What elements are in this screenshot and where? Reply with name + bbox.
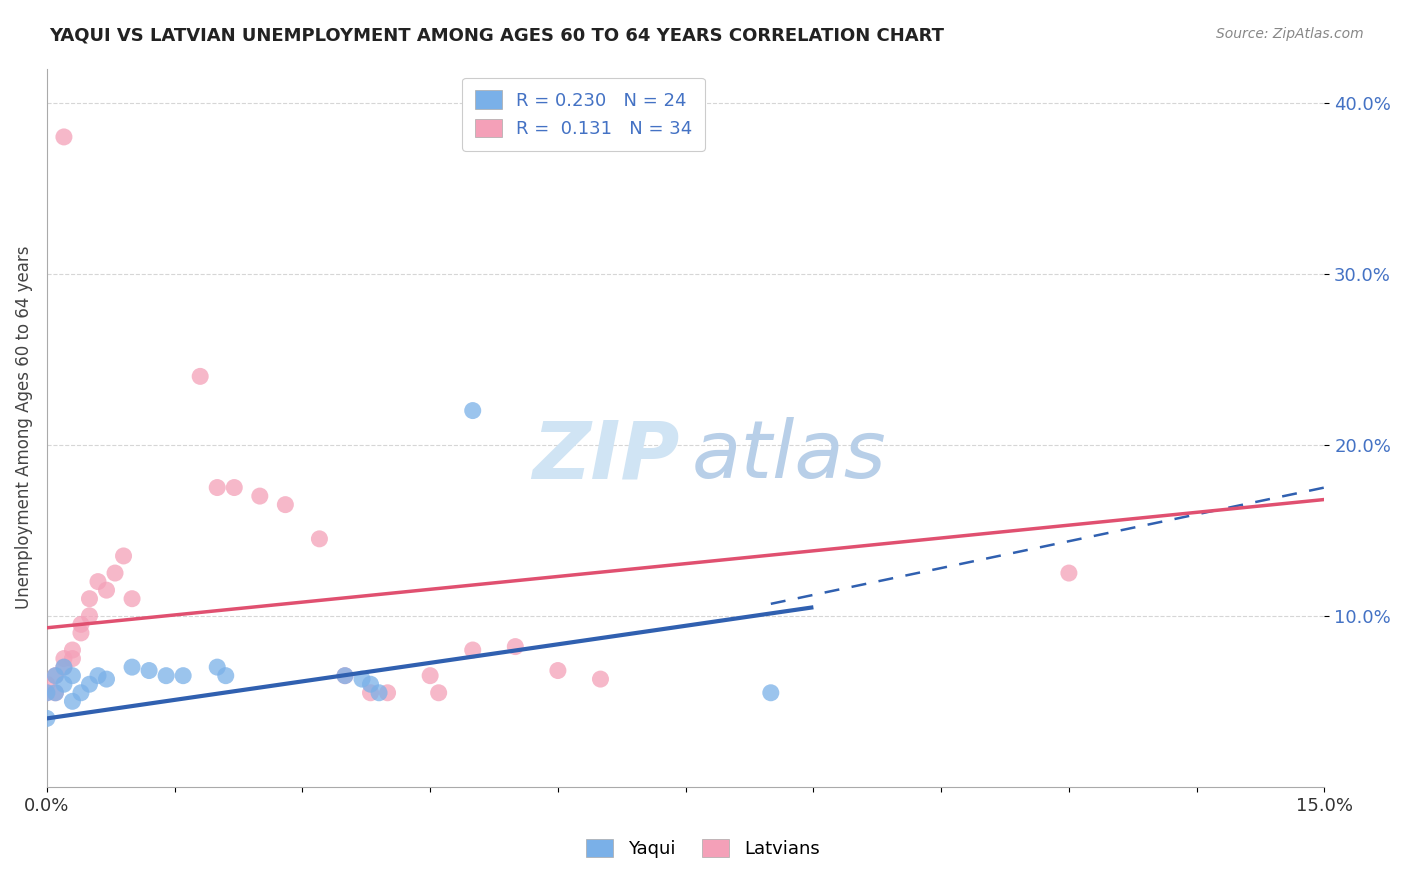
Point — [138, 664, 160, 678]
Point — [79, 608, 101, 623]
Point — [333, 668, 356, 682]
Point — [308, 532, 330, 546]
Point — [70, 617, 93, 632]
Point — [44, 668, 66, 682]
Point — [274, 498, 297, 512]
Point — [52, 660, 75, 674]
Point — [96, 672, 118, 686]
Point — [96, 583, 118, 598]
Point — [70, 626, 93, 640]
Point — [368, 686, 391, 700]
Point — [104, 566, 127, 580]
Point — [121, 591, 143, 606]
Point — [52, 651, 75, 665]
Point — [79, 591, 101, 606]
Point — [249, 489, 271, 503]
Point — [52, 677, 75, 691]
Point — [215, 668, 238, 682]
Point — [589, 672, 612, 686]
Point — [1057, 566, 1080, 580]
Legend: R = 0.230   N = 24, R =  0.131   N = 34: R = 0.230 N = 24, R = 0.131 N = 34 — [463, 78, 704, 151]
Point — [121, 660, 143, 674]
Point — [35, 677, 58, 691]
Point — [547, 664, 569, 678]
Point — [333, 668, 356, 682]
Point — [224, 481, 246, 495]
Point — [87, 574, 110, 589]
Point — [35, 686, 58, 700]
Point — [35, 686, 58, 700]
Text: ZIP: ZIP — [531, 417, 679, 495]
Text: YAQUI VS LATVIAN UNEMPLOYMENT AMONG AGES 60 TO 64 YEARS CORRELATION CHART: YAQUI VS LATVIAN UNEMPLOYMENT AMONG AGES… — [49, 27, 945, 45]
Point — [505, 640, 527, 654]
Point — [377, 686, 399, 700]
Point — [44, 668, 66, 682]
Text: Source: ZipAtlas.com: Source: ZipAtlas.com — [1216, 27, 1364, 41]
Point — [52, 660, 75, 674]
Point — [70, 686, 93, 700]
Point — [461, 643, 484, 657]
Point — [172, 668, 194, 682]
Point — [205, 481, 228, 495]
Point — [360, 686, 382, 700]
Point — [419, 668, 441, 682]
Point — [205, 660, 228, 674]
Point — [360, 677, 382, 691]
Point — [62, 694, 84, 708]
Point — [52, 130, 75, 145]
Point — [35, 711, 58, 725]
Point — [427, 686, 450, 700]
Y-axis label: Unemployment Among Ages 60 to 64 years: Unemployment Among Ages 60 to 64 years — [15, 246, 32, 609]
Point — [79, 677, 101, 691]
Point — [350, 672, 373, 686]
Point — [461, 403, 484, 417]
Point — [155, 668, 177, 682]
Point — [62, 643, 84, 657]
Point — [62, 668, 84, 682]
Point — [62, 651, 84, 665]
Text: atlas: atlas — [692, 417, 887, 495]
Point — [188, 369, 211, 384]
Point — [759, 686, 782, 700]
Point — [44, 686, 66, 700]
Point — [44, 686, 66, 700]
Legend: Yaqui, Latvians: Yaqui, Latvians — [579, 831, 827, 865]
Point — [87, 668, 110, 682]
Point — [112, 549, 135, 563]
